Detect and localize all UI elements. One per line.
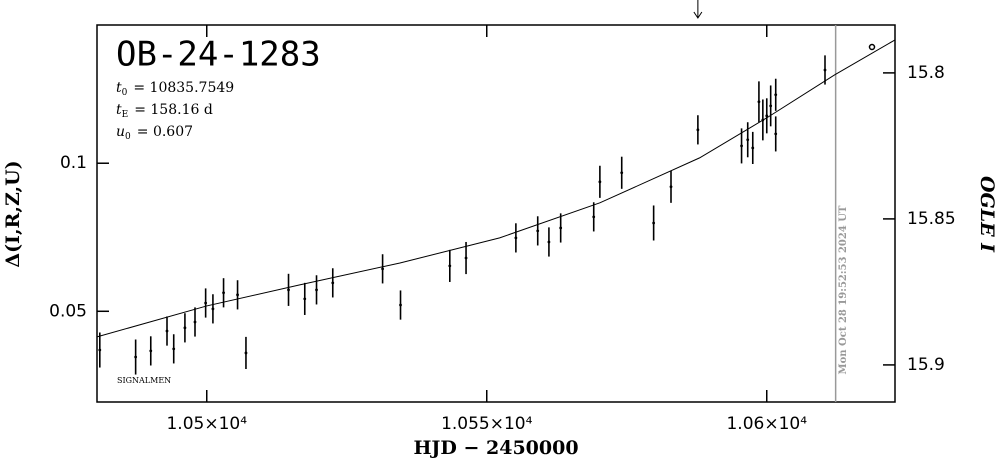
data-point bbox=[598, 180, 602, 184]
data-point bbox=[669, 185, 673, 189]
data-point bbox=[774, 93, 778, 97]
data-point bbox=[236, 293, 239, 297]
fit-parameter: tE = 158.16 d bbox=[116, 102, 213, 120]
arrow-marker bbox=[693, 0, 703, 19]
data-point bbox=[774, 132, 778, 136]
data-point bbox=[287, 288, 290, 292]
legend-symbol bbox=[868, 43, 876, 51]
param-subscript: 0 bbox=[125, 132, 131, 142]
data-point bbox=[315, 288, 318, 292]
data-point bbox=[514, 236, 518, 240]
param-symbol: u bbox=[116, 124, 125, 140]
y2-axis-label: OGLE I bbox=[976, 176, 998, 253]
data-point bbox=[303, 297, 307, 301]
data-point bbox=[652, 221, 656, 225]
data-point bbox=[823, 68, 827, 72]
data-point bbox=[620, 171, 624, 175]
data-point bbox=[172, 347, 176, 351]
data-point bbox=[98, 348, 102, 352]
param-symbol: t bbox=[116, 80, 122, 96]
param-value: = 158.16 d bbox=[134, 102, 213, 118]
data-point bbox=[592, 215, 596, 219]
now-label: Mon Oct 28 19:52:53 2024 UT bbox=[838, 205, 849, 374]
data-point bbox=[204, 301, 208, 305]
param-value: = 10835.7549 bbox=[133, 80, 234, 96]
data-point bbox=[244, 351, 248, 355]
y-tick-label: 0.05 bbox=[49, 301, 87, 321]
data-point bbox=[751, 146, 755, 150]
param-subscript: E bbox=[122, 110, 129, 120]
data-point bbox=[464, 256, 468, 260]
data-point bbox=[757, 100, 761, 104]
data-point bbox=[746, 138, 750, 142]
data-point bbox=[134, 355, 138, 359]
fit-parameter: t0 = 10835.7549 bbox=[116, 80, 234, 98]
data-point bbox=[769, 104, 773, 108]
data-point bbox=[765, 114, 769, 118]
data-point bbox=[547, 240, 551, 244]
x-axis-label: HJD − 2450000 bbox=[413, 437, 578, 459]
data-point bbox=[331, 281, 335, 285]
data-point bbox=[399, 303, 402, 307]
x-tick-label: 1.06×10⁴ bbox=[726, 414, 807, 434]
data-point bbox=[165, 329, 169, 333]
x-tick-label: 1.05×10⁴ bbox=[166, 414, 247, 434]
data-point bbox=[536, 229, 540, 233]
data-point bbox=[448, 264, 452, 268]
data-point bbox=[222, 291, 225, 295]
data-point bbox=[381, 267, 384, 271]
y-tick-label: 0.1 bbox=[60, 153, 87, 173]
data-point bbox=[193, 320, 197, 324]
y-axis-label: Δ(I,R,Z,U) bbox=[2, 160, 24, 267]
y2-tick-label: 15.85 bbox=[907, 209, 956, 229]
plot-frame bbox=[96, 24, 896, 403]
y2-tick-label: 15.9 bbox=[907, 355, 945, 375]
data-point bbox=[696, 128, 700, 132]
fit-parameter: u0 = 0.607 bbox=[116, 124, 193, 142]
credit: SIGNALMEN bbox=[117, 376, 171, 385]
param-subscript: 0 bbox=[122, 88, 128, 98]
model-curve bbox=[96, 39, 896, 338]
data-point bbox=[211, 307, 215, 311]
x-tick-label: 1.055×10⁴ bbox=[441, 414, 533, 434]
param-symbol: t bbox=[116, 102, 122, 118]
chart-title: OB-24-1283 bbox=[116, 35, 321, 75]
param-value: = 0.607 bbox=[137, 124, 193, 140]
data-point bbox=[183, 326, 187, 330]
data-point bbox=[149, 349, 153, 353]
data-point bbox=[740, 144, 743, 148]
data-point bbox=[559, 226, 563, 230]
y2-tick-label: 15.8 bbox=[907, 63, 945, 83]
